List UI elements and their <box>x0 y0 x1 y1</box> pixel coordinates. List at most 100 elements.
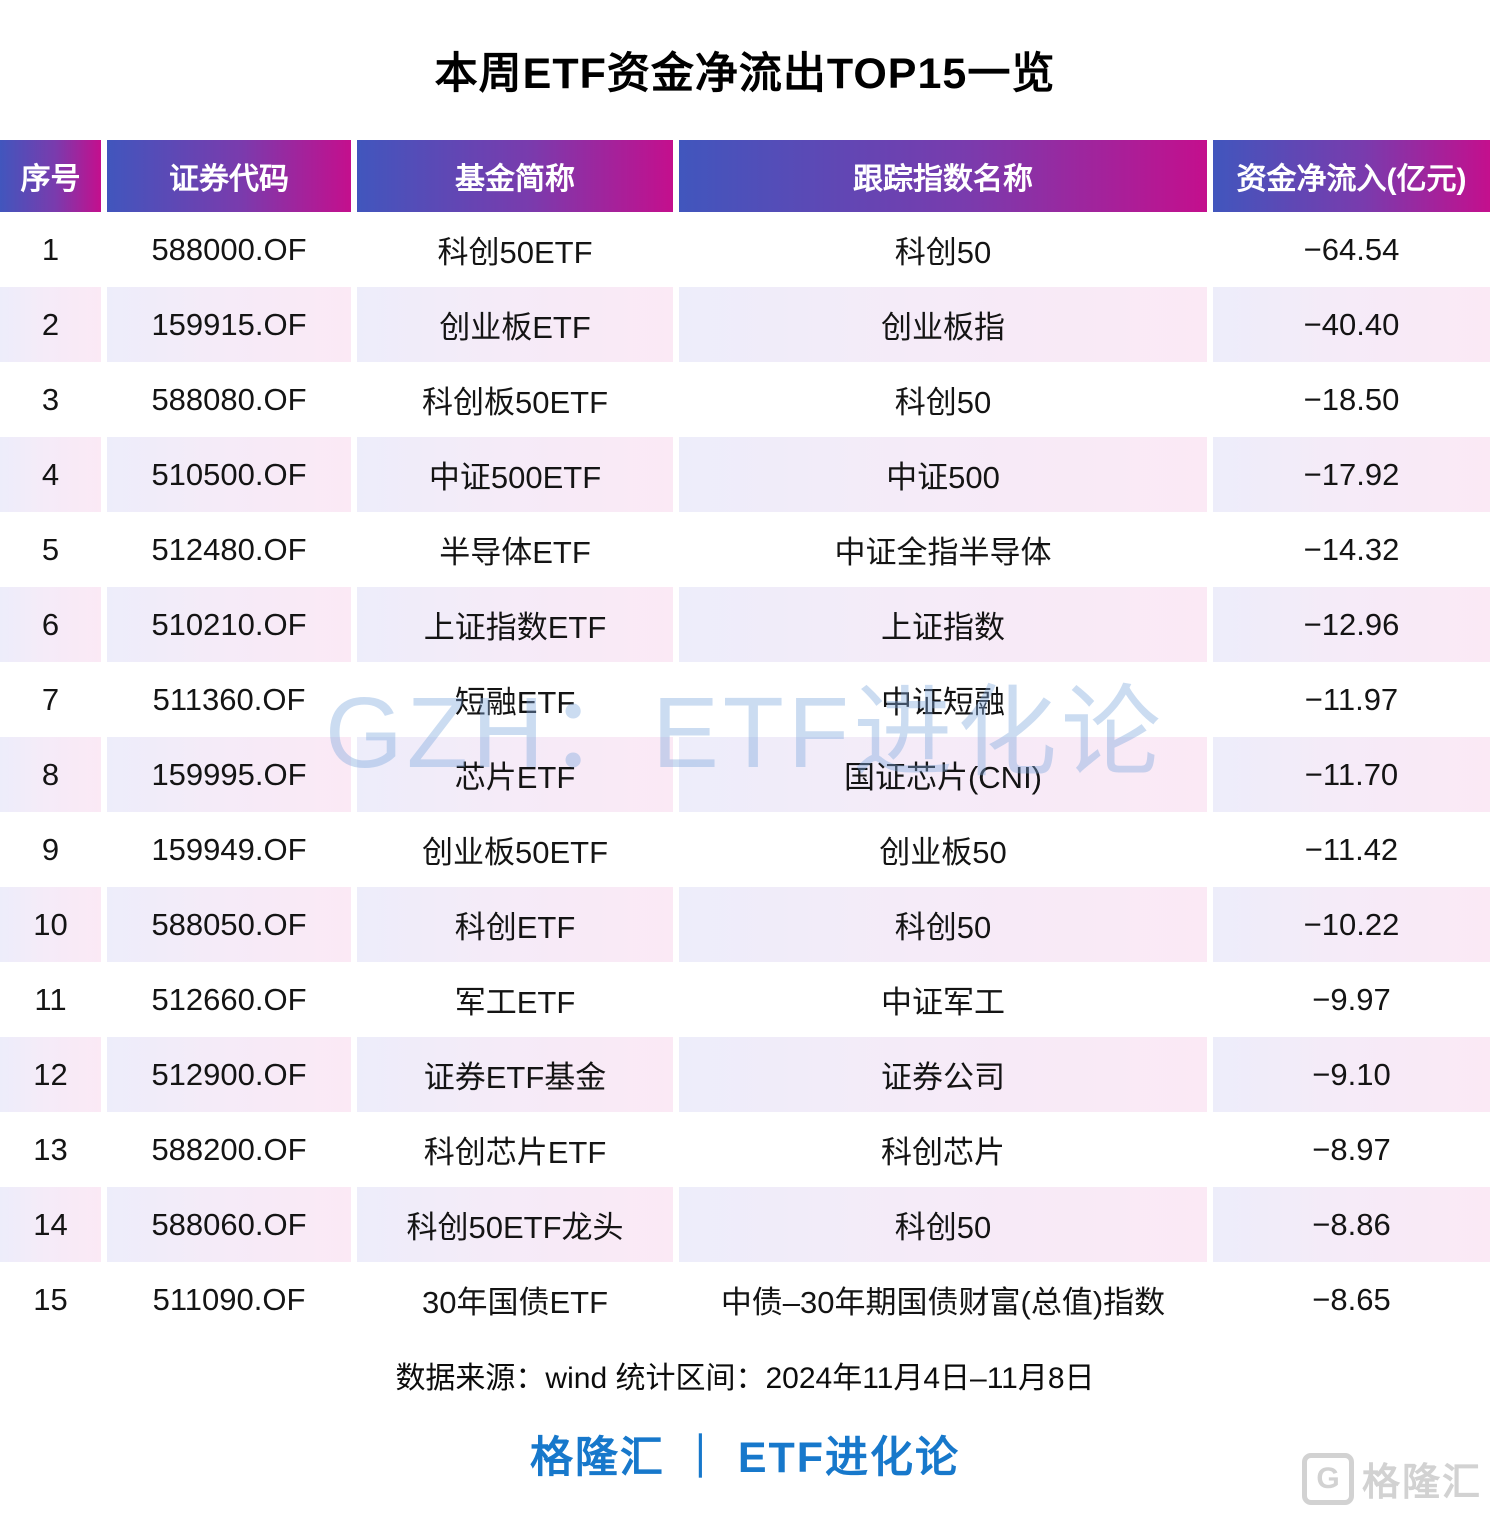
code-cell: 511090.OF <box>104 1262 357 1337</box>
index-name-cell: 中证500 <box>676 437 1213 512</box>
index-name-cell: 科创50 <box>676 887 1213 962</box>
net-flow-cell: −8.97 <box>1210 1112 1490 1187</box>
net-flow-cell: −9.97 <box>1210 962 1490 1037</box>
rank-cell: 9 <box>0 812 107 887</box>
net-flow-cell: −9.10 <box>1210 1037 1490 1112</box>
net-flow-cell: −11.42 <box>1210 812 1490 887</box>
table-row: 5 512480.OF 半导体ETF 中证全指半导体 −14.32 <box>0 512 1490 587</box>
index-name-cell: 创业板指 <box>676 287 1213 362</box>
table-row: 8 159995.OF 芯片ETF 国证芯片(CNI) −11.70 <box>0 737 1490 812</box>
code-cell: 588060.OF <box>104 1187 357 1262</box>
index-name-cell: 创业板50 <box>676 812 1213 887</box>
net-flow-cell: −11.97 <box>1210 662 1490 737</box>
table-row: 9 159949.OF 创业板50ETF 创业板50 −11.42 <box>0 812 1490 887</box>
code-cell: 588200.OF <box>104 1112 357 1187</box>
fund-name-cell: 军工ETF <box>354 962 679 1037</box>
index-name-cell: 科创50 <box>676 212 1213 287</box>
index-name-cell: 中债–30年期国债财富(总值)指数 <box>676 1262 1213 1337</box>
code-cell: 510500.OF <box>104 437 357 512</box>
fund-name-cell: 创业板ETF <box>354 287 679 362</box>
table-row: 4 510500.OF 中证500ETF 中证500 −17.92 <box>0 437 1490 512</box>
index-name-cell: 科创芯片 <box>676 1112 1213 1187</box>
net-flow-cell: −14.32 <box>1210 512 1490 587</box>
code-cell: 159949.OF <box>104 812 357 887</box>
net-flow-cell: −8.65 <box>1210 1262 1490 1337</box>
code-cell: 588080.OF <box>104 362 357 437</box>
rank-cell: 1 <box>0 212 107 287</box>
code-cell: 588050.OF <box>104 887 357 962</box>
fund-name-cell: 科创ETF <box>354 887 679 962</box>
fund-name-cell: 科创50ETF龙头 <box>354 1187 679 1262</box>
fund-name-cell: 芯片ETF <box>354 737 679 812</box>
code-cell: 588000.OF <box>104 212 357 287</box>
index-name-cell: 上证指数 <box>676 587 1213 662</box>
index-name-cell: 中证短融 <box>676 662 1213 737</box>
code-cell: 510210.OF <box>104 587 357 662</box>
table-row: 6 510210.OF 上证指数ETF 上证指数 −12.96 <box>0 587 1490 662</box>
fund-name-cell: 科创板50ETF <box>354 362 679 437</box>
brand-footer: 格隆汇 ｜ ETF进化论 <box>529 1434 961 1482</box>
header-row: 序号 证券代码 基金简称 跟踪指数名称 资金净流入(亿元) <box>0 140 1490 212</box>
table-row: 13 588200.OF 科创芯片ETF 科创芯片 −8.97 <box>0 1112 1490 1187</box>
index-name-cell: 科创50 <box>676 1187 1213 1262</box>
code-cell: 512480.OF <box>104 512 357 587</box>
fund-name-cell: 上证指数ETF <box>354 587 679 662</box>
table-row: 3 588080.OF 科创板50ETF 科创50 −18.50 <box>0 362 1490 437</box>
table-row: 7 511360.OF 短融ETF 中证短融 −11.97 <box>0 662 1490 737</box>
data-source-note: 数据来源：wind 统计区间：2024年11月4日–11月8日 <box>395 1362 1095 1395</box>
rank-cell: 4 <box>0 437 107 512</box>
code-cell: 159995.OF <box>104 737 357 812</box>
title-bar: 本周ETF资金净流出TOP15一览 <box>0 0 1490 140</box>
table-body: 1 588000.OF 科创50ETF 科创50 −64.54 2 159915… <box>0 212 1490 1337</box>
table-row: 10 588050.OF 科创ETF 科创50 −10.22 <box>0 887 1490 962</box>
rank-cell: 3 <box>0 362 107 437</box>
net-flow-cell: −64.54 <box>1210 212 1490 287</box>
fund-name-cell: 科创芯片ETF <box>354 1112 679 1187</box>
column-header-code: 证券代码 <box>104 140 357 212</box>
gelonghui-logo: G 格隆汇 <box>1301 1451 1482 1506</box>
rank-cell: 12 <box>0 1037 107 1112</box>
code-cell: 512660.OF <box>104 962 357 1037</box>
index-name-cell: 中证军工 <box>676 962 1213 1037</box>
rank-cell: 7 <box>0 662 107 737</box>
net-flow-cell: −40.40 <box>1210 287 1490 362</box>
index-name-cell: 国证芯片(CNI) <box>676 737 1213 812</box>
code-cell: 512900.OF <box>104 1037 357 1112</box>
rank-cell: 8 <box>0 737 107 812</box>
table-header: 序号 证券代码 基金简称 跟踪指数名称 资金净流入(亿元) <box>0 140 1490 212</box>
rank-cell: 2 <box>0 287 107 362</box>
net-flow-cell: −12.96 <box>1210 587 1490 662</box>
fund-name-cell: 证券ETF基金 <box>354 1037 679 1112</box>
fund-name-cell: 中证500ETF <box>354 437 679 512</box>
index-name-cell: 科创50 <box>676 362 1213 437</box>
table-row: 14 588060.OF 科创50ETF龙头 科创50 −8.86 <box>0 1187 1490 1262</box>
table-row: 15 511090.OF 30年国债ETF 中债–30年期国债财富(总值)指数 … <box>0 1262 1490 1337</box>
fund-name-cell: 30年国债ETF <box>354 1262 679 1337</box>
fund-name-cell: 科创50ETF <box>354 212 679 287</box>
gelonghui-logo-text: 格隆汇 <box>1361 1462 1482 1504</box>
rank-cell: 14 <box>0 1187 107 1262</box>
column-header-net-flow: 资金净流入(亿元) <box>1210 140 1490 212</box>
gelonghui-logo-icon: G <box>1301 1452 1354 1505</box>
rank-cell: 11 <box>0 962 107 1037</box>
rank-cell: 15 <box>0 1262 107 1337</box>
table-row: 1 588000.OF 科创50ETF 科创50 −64.54 <box>0 212 1490 287</box>
net-flow-cell: −8.86 <box>1210 1187 1490 1262</box>
net-flow-cell: −17.92 <box>1210 437 1490 512</box>
table-row: 2 159915.OF 创业板ETF 创业板指 −40.40 <box>0 287 1490 362</box>
table-row: 11 512660.OF 军工ETF 中证军工 −9.97 <box>0 962 1490 1037</box>
column-header-fund-name: 基金简称 <box>354 140 679 212</box>
index-name-cell: 中证全指半导体 <box>676 512 1213 587</box>
rank-cell: 6 <box>0 587 107 662</box>
net-flow-cell: −10.22 <box>1210 887 1490 962</box>
fund-name-cell: 半导体ETF <box>354 512 679 587</box>
column-header-index-name: 跟踪指数名称 <box>676 140 1213 212</box>
etf-outflow-table: 序号 证券代码 基金简称 跟踪指数名称 资金净流入(亿元) 1 588000.O… <box>0 140 1490 1337</box>
column-header-rank: 序号 <box>0 140 107 212</box>
code-cell: 511360.OF <box>104 662 357 737</box>
fund-name-cell: 短融ETF <box>354 662 679 737</box>
rank-cell: 13 <box>0 1112 107 1187</box>
net-flow-cell: −18.50 <box>1210 362 1490 437</box>
fund-name-cell: 创业板50ETF <box>354 812 679 887</box>
index-name-cell: 证券公司 <box>676 1037 1213 1112</box>
